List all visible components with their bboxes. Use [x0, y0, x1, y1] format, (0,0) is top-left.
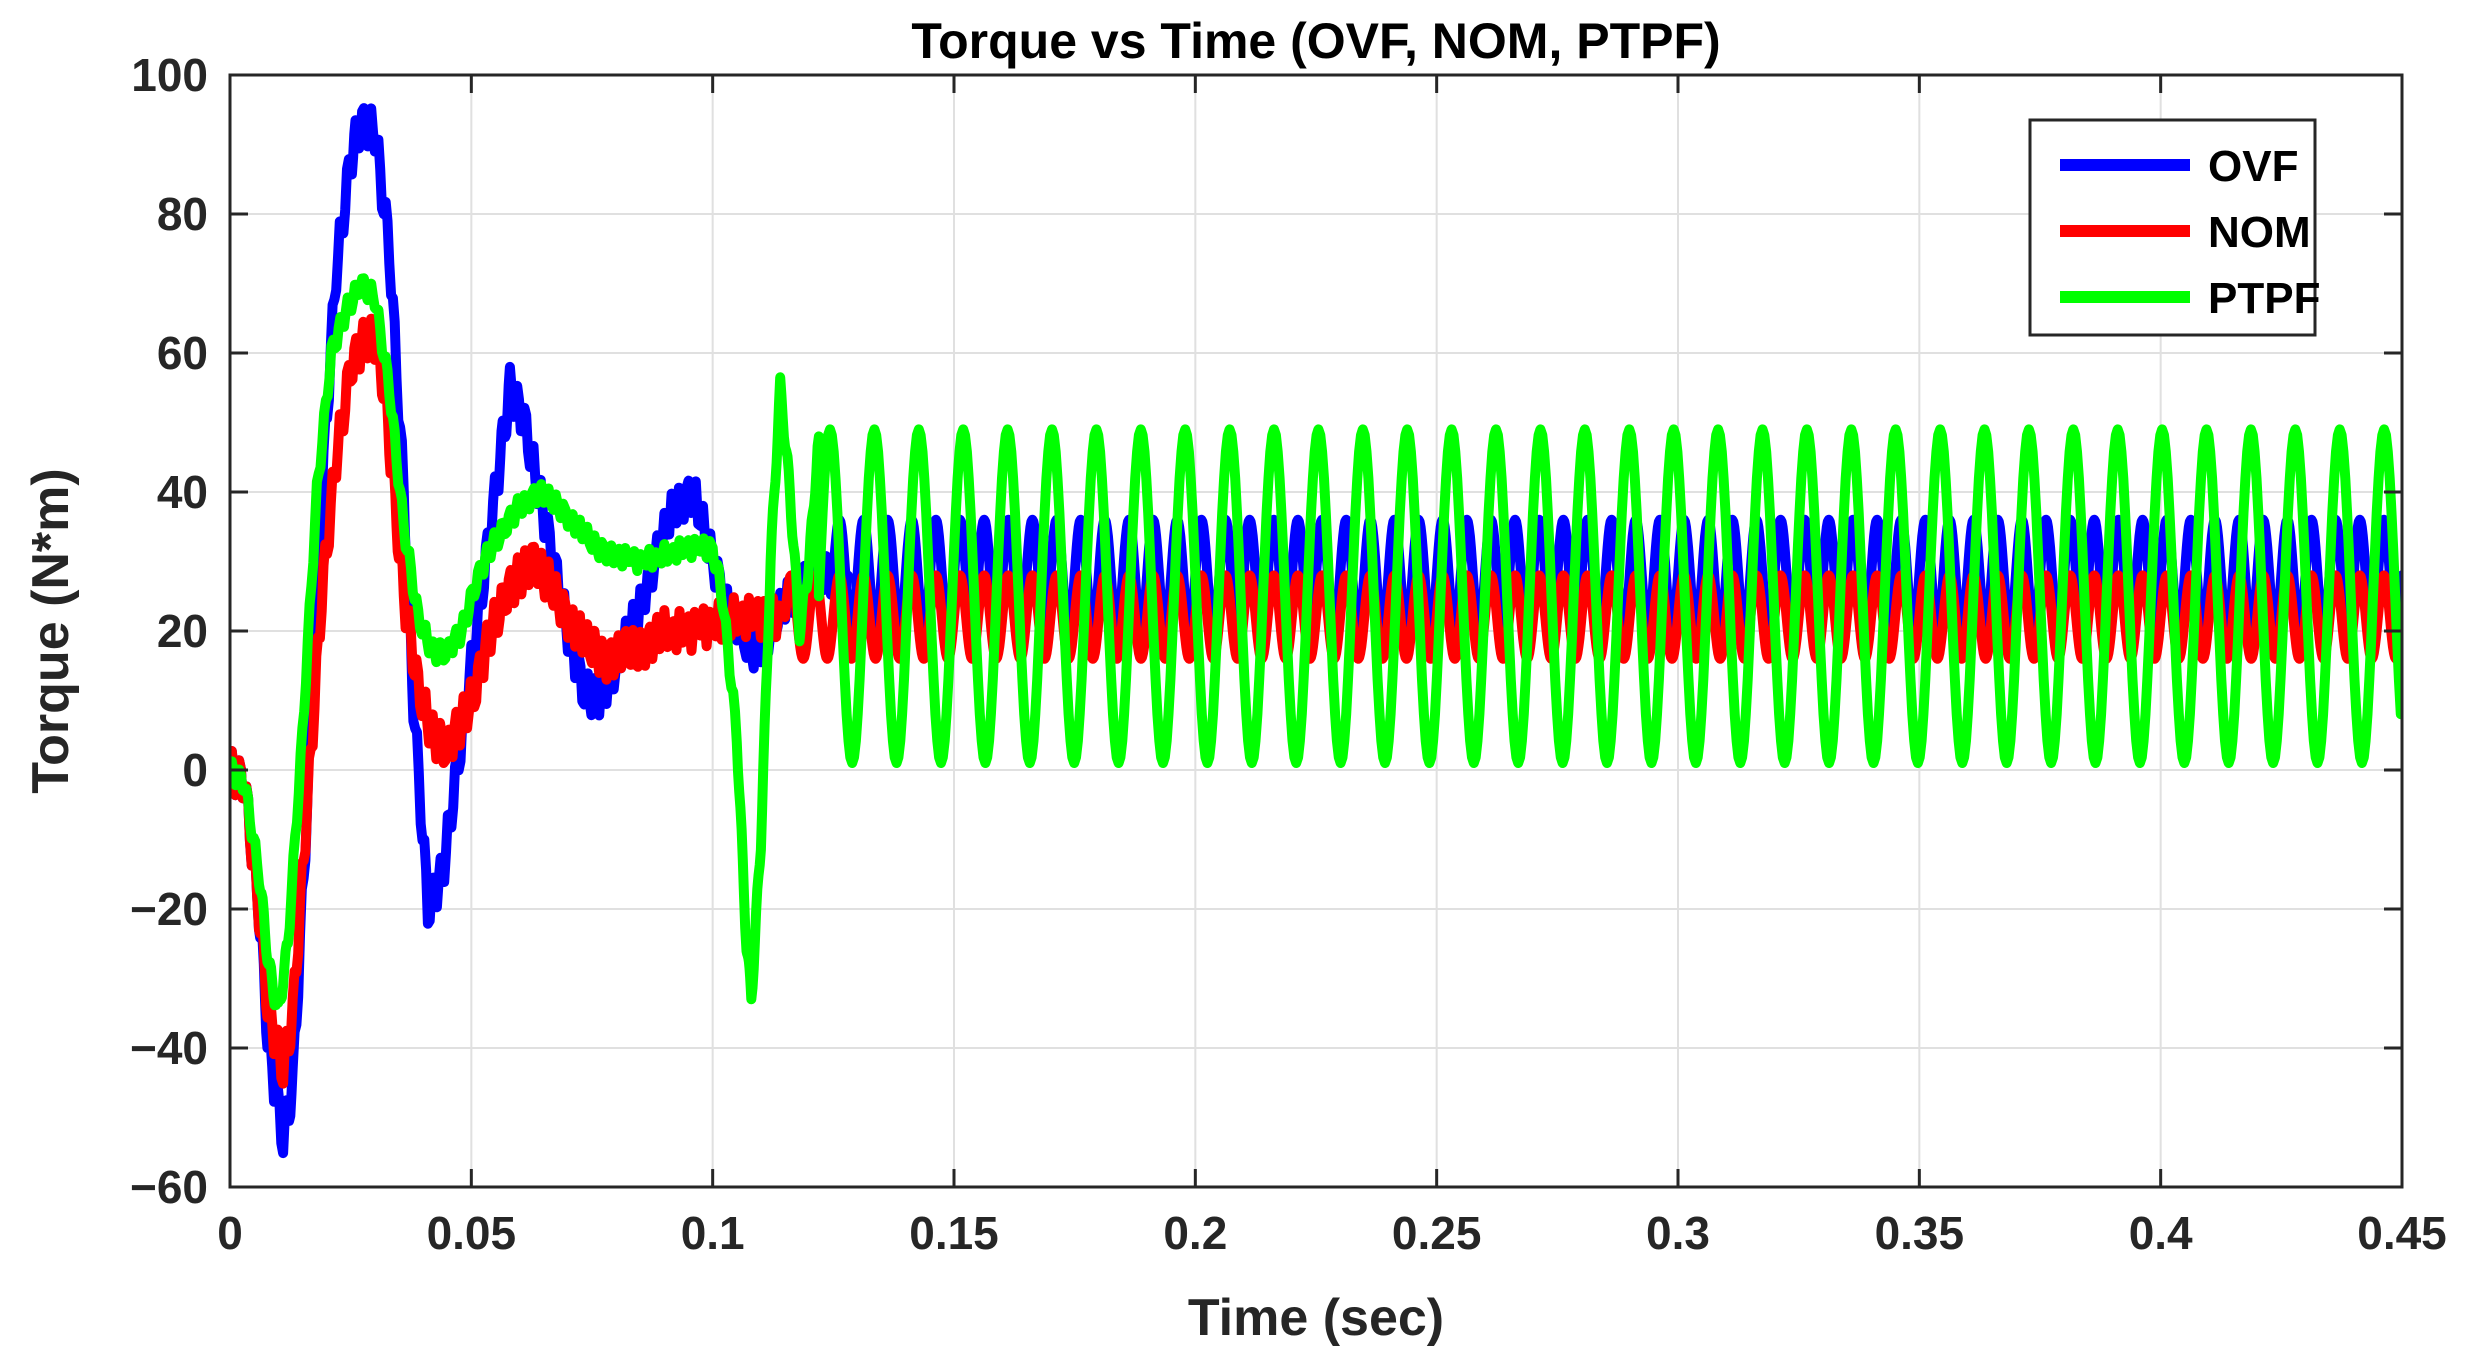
series-line-ptpf: [230, 273, 2402, 1011]
series-lines: [230, 103, 2402, 1159]
legend-label-ovf: OVF: [2208, 142, 2298, 191]
x-tick-label: 0.15: [909, 1207, 999, 1259]
x-tick-label: 0.1: [681, 1207, 745, 1259]
y-tick-label: 20: [157, 605, 208, 657]
x-tick-label: 0: [217, 1207, 243, 1259]
chart-title: Torque vs Time (OVF, NOM, PTPF): [911, 13, 1720, 69]
y-tick-label: 0: [182, 744, 208, 796]
ticks: 0 0.05 0.1 0.15 0.2 0.25 0.3 0.35 0.4 0.45 −60 −40 −…: [130, 49, 2447, 1259]
x-tick-label: 0.3: [1646, 1207, 1710, 1259]
y-tick-label: 60: [157, 327, 208, 379]
y-axis-label: Torque (N*m): [22, 468, 80, 793]
x-tick-label: 0.4: [2129, 1207, 2193, 1259]
y-tick-label: −20: [130, 883, 208, 935]
x-axis-label: Time (sec): [1188, 1289, 1444, 1347]
y-tick-label: 100: [131, 49, 208, 101]
x-tick-label: 0.25: [1392, 1207, 1482, 1259]
x-tick-label: 0.05: [427, 1207, 517, 1259]
y-tick-label: −60: [130, 1161, 208, 1213]
legend: OVF NOM PTPF: [2028, 118, 2320, 337]
y-tick-label: 40: [157, 466, 208, 518]
x-tick-label: 0.35: [1875, 1207, 1965, 1259]
y-tick-label: −40: [130, 1022, 208, 1074]
x-tick-label: 0.2: [1163, 1207, 1227, 1259]
y-tick-label: 80: [157, 188, 208, 240]
x-tick-label: 0.45: [2357, 1207, 2447, 1259]
legend-label-ptpf: PTPF: [2208, 274, 2320, 323]
legend-label-nom: NOM: [2208, 208, 2311, 257]
